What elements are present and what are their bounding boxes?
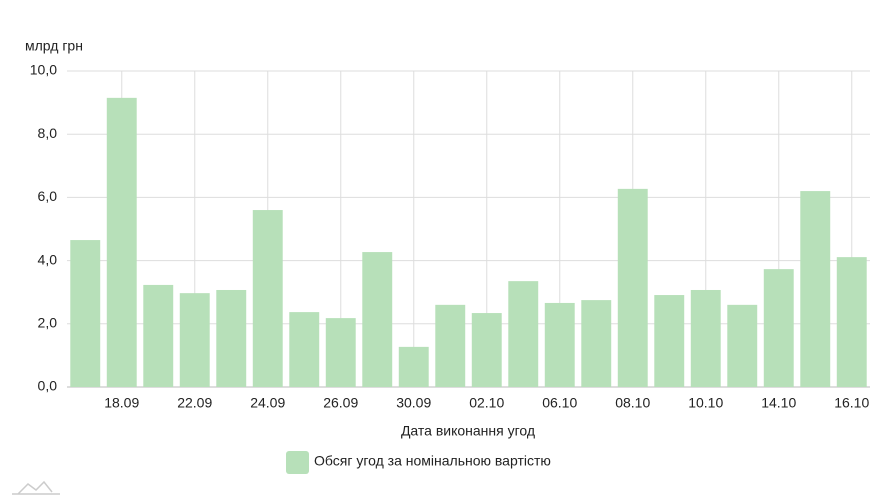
x-tick-label: 22.09: [177, 395, 212, 411]
bar: [617, 188, 648, 387]
x-tick-label: 30.09: [396, 395, 431, 411]
bar: [654, 295, 685, 387]
x-tick-label: 18.09: [104, 395, 139, 411]
y-axis-label: млрд грн: [25, 38, 83, 54]
x-axis-label: Дата виконання угод: [401, 423, 535, 439]
x-tick-label: 24.09: [250, 395, 285, 411]
bar: [727, 304, 758, 387]
x-tick-label: 02.10: [469, 395, 504, 411]
bar: [179, 293, 210, 387]
bar: [289, 312, 320, 387]
x-tick-label: 08.10: [615, 395, 650, 411]
y-tick-label: 2,0: [38, 315, 58, 331]
bar: [800, 191, 831, 387]
bar: [362, 252, 393, 387]
y-tick-label: 0,0: [38, 378, 58, 394]
bar: [325, 318, 356, 387]
bar: [508, 281, 539, 387]
bar: [544, 302, 575, 387]
logo: [12, 480, 60, 495]
x-tick-label: 26.09: [323, 395, 358, 411]
x-tick-label: 06.10: [542, 395, 577, 411]
y-tick-label: 4,0: [38, 251, 58, 267]
x-tick-label: 10.10: [688, 395, 723, 411]
y-tick-label: 8,0: [38, 125, 58, 141]
bar: [581, 300, 612, 387]
bar: [690, 289, 721, 387]
bar: [398, 346, 429, 387]
x-tick-label: 14.10: [761, 395, 796, 411]
bar: [763, 269, 794, 387]
bar: [471, 313, 502, 387]
legend-swatch: [286, 451, 309, 474]
legend-label: Обсяг угод за номінальною вартістю: [314, 453, 551, 469]
bar: [70, 240, 101, 387]
bar: [106, 97, 137, 388]
y-tick-label: 6,0: [38, 188, 58, 204]
y-tick-label: 10,0: [30, 62, 57, 78]
bar: [435, 304, 466, 387]
bar: [836, 257, 867, 387]
bar: [216, 289, 247, 387]
bar: [143, 284, 174, 387]
x-tick-label: 16.10: [834, 395, 869, 411]
bar: [252, 210, 283, 387]
